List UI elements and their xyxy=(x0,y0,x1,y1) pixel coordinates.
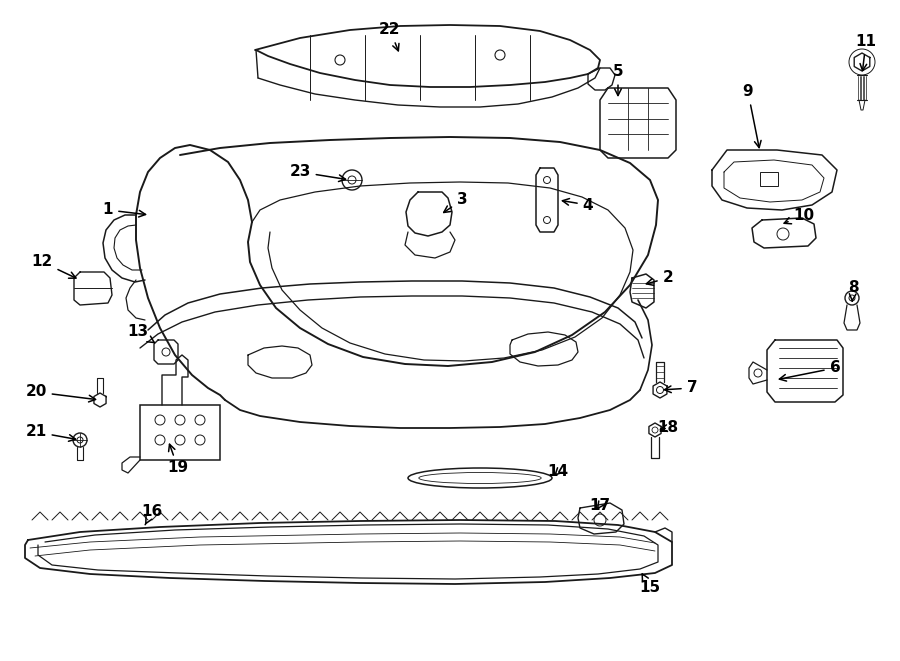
Text: 8: 8 xyxy=(848,280,859,301)
Text: 10: 10 xyxy=(784,208,814,224)
Bar xyxy=(760,172,778,186)
Text: 9: 9 xyxy=(742,85,761,147)
Text: 4: 4 xyxy=(562,198,593,212)
Text: 6: 6 xyxy=(779,360,841,381)
Text: 23: 23 xyxy=(289,165,346,182)
Text: 2: 2 xyxy=(646,270,673,286)
Text: 3: 3 xyxy=(444,192,467,212)
Text: 21: 21 xyxy=(25,424,76,442)
Text: 14: 14 xyxy=(547,465,569,479)
Text: 19: 19 xyxy=(167,444,189,475)
Text: 1: 1 xyxy=(103,202,146,217)
Text: 18: 18 xyxy=(657,420,679,436)
Text: 17: 17 xyxy=(590,498,610,512)
Text: 7: 7 xyxy=(664,381,698,395)
Text: 5: 5 xyxy=(613,65,624,96)
Bar xyxy=(140,405,220,460)
Text: 22: 22 xyxy=(379,22,400,51)
Text: 16: 16 xyxy=(141,504,163,525)
Text: 20: 20 xyxy=(25,385,95,402)
Text: 13: 13 xyxy=(128,325,155,342)
Text: 15: 15 xyxy=(639,574,661,596)
Text: 11: 11 xyxy=(856,34,877,71)
Text: 12: 12 xyxy=(32,254,76,278)
